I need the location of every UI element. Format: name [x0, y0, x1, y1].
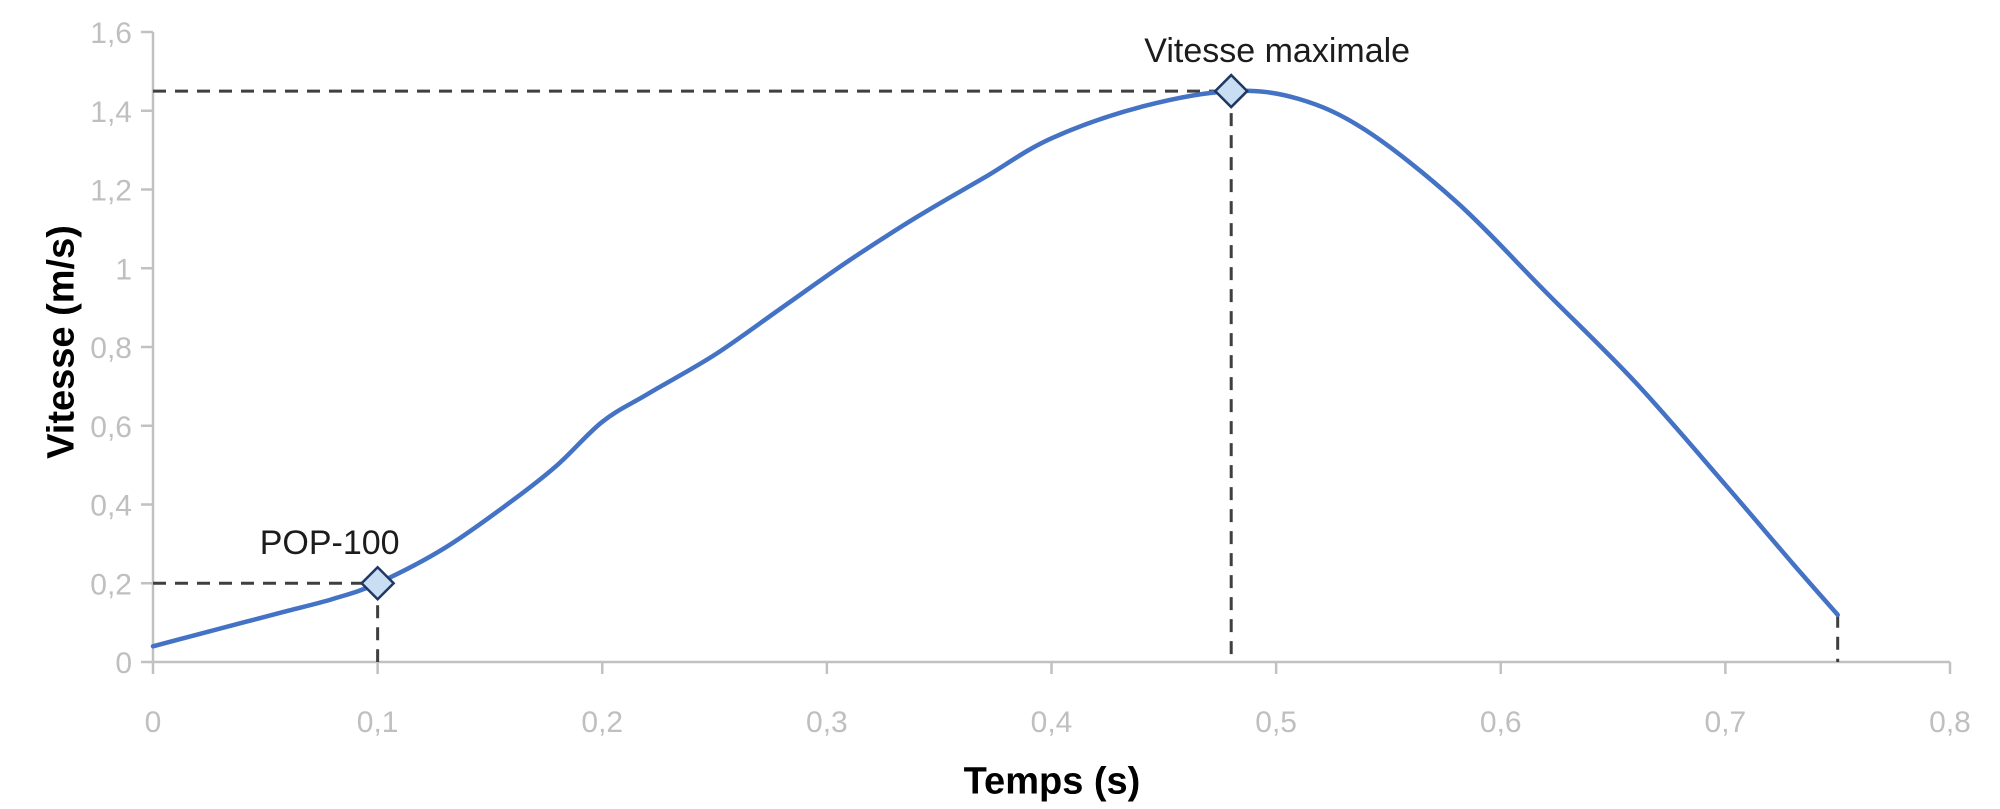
x-tick-label: 0,7 [1705, 706, 1747, 739]
x-tick-label: 0,3 [806, 706, 848, 739]
annotation-vitesse-maximale: Vitesse maximale [1144, 31, 1411, 70]
x-tick-label: 0,8 [1929, 706, 1971, 739]
x-tick-label: 0,4 [1031, 706, 1073, 739]
y-tick-label: 1,4 [90, 96, 132, 129]
y-tick-label: 0,4 [90, 490, 132, 523]
x-tick-label: 0,6 [1480, 706, 1522, 739]
data-point-marker-pop100 [359, 565, 396, 602]
x-tick-label: 0 [145, 706, 162, 739]
x-tick-label: 0,2 [581, 706, 623, 739]
x-axis-title: Temps (s) [963, 760, 1141, 803]
y-axis-title: Vitesse (m/s) [40, 225, 83, 459]
annotation-pop-100: POP-100 [259, 524, 400, 563]
y-tick-label: 0,2 [90, 568, 132, 601]
velocity-curve [150, 88, 1840, 649]
y-tick-label: 0,8 [90, 332, 132, 365]
y-tick-label: 1,2 [90, 175, 132, 208]
y-tick-label: 1 [115, 253, 132, 286]
y-tick-label: 0,6 [90, 411, 132, 444]
x-tick-label: 0,1 [357, 706, 399, 739]
y-tick-label: 0 [115, 647, 132, 680]
data-point-marker-vmax [1213, 73, 1249, 109]
y-tick-label: 1,6 [90, 17, 132, 50]
x-tick-label: 0,5 [1255, 706, 1297, 739]
